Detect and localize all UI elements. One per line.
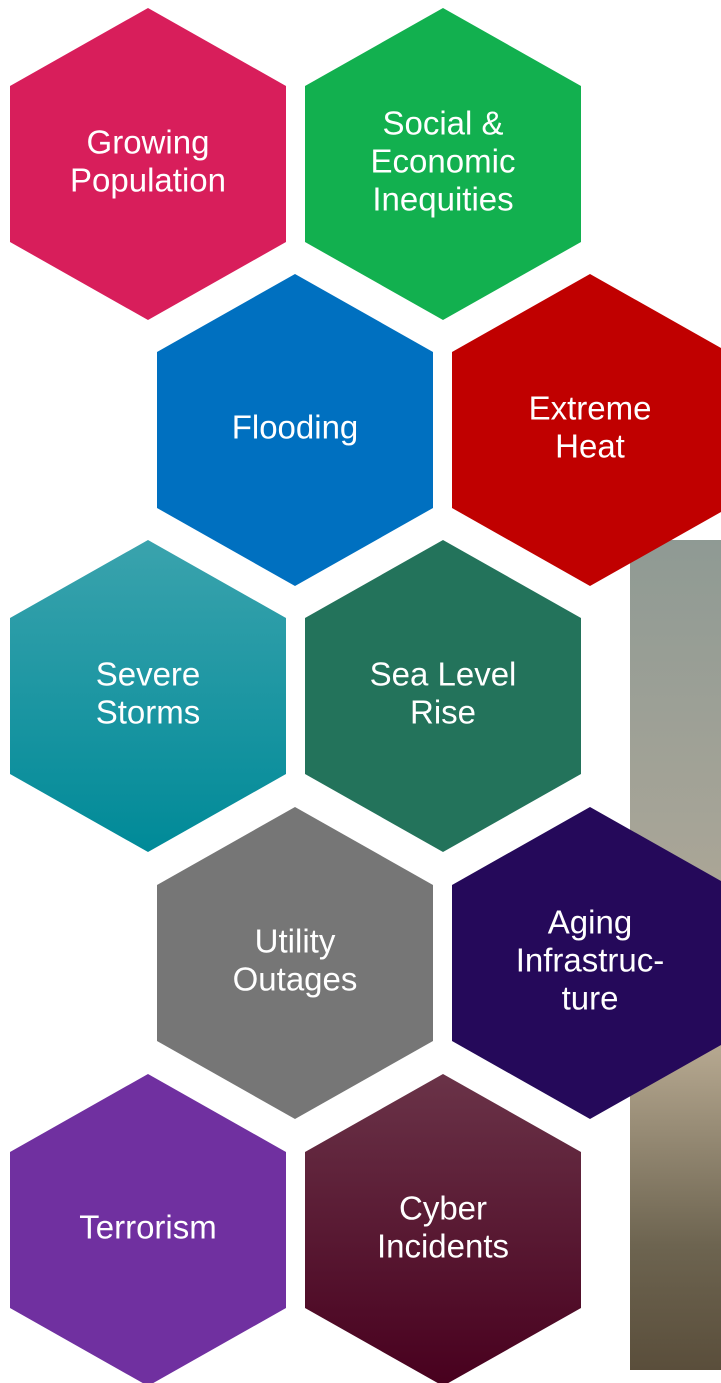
hexagon-label: Cyber <box>399 1190 487 1227</box>
hexagon-label: Growing <box>87 124 210 161</box>
hexagon-label: Social & <box>382 105 503 142</box>
hexagon-label: Economic <box>371 143 516 180</box>
hexagon: Terrorism <box>10 1074 286 1383</box>
hexagon-label: Population <box>70 162 226 199</box>
hexagon-label: Rise <box>410 694 476 731</box>
hexagon-label: ture <box>562 980 619 1017</box>
hexagon-label: Sea Level <box>370 656 517 693</box>
hexagon-label: Infrastruc- <box>516 942 665 979</box>
hexagon-label: Incidents <box>377 1228 509 1265</box>
hexagon-diagram: GrowingPopulationSocial &EconomicInequit… <box>0 0 721 1383</box>
hexagon-label: Heat <box>555 428 625 465</box>
hexagon-label: Terrorism <box>79 1209 217 1246</box>
hexagon-label: Extreme <box>529 390 652 427</box>
hexagon-label: Inequities <box>372 181 513 218</box>
hexagon-label: Severe <box>96 656 201 693</box>
hexagon-label: Outages <box>233 961 358 998</box>
hexagon-label: Storms <box>96 694 201 731</box>
hexagon-label: Aging <box>548 904 632 941</box>
hexagon-label: Flooding <box>232 409 359 446</box>
hexagon-label: Utility <box>255 923 336 960</box>
hexagon: Flooding <box>157 274 433 586</box>
